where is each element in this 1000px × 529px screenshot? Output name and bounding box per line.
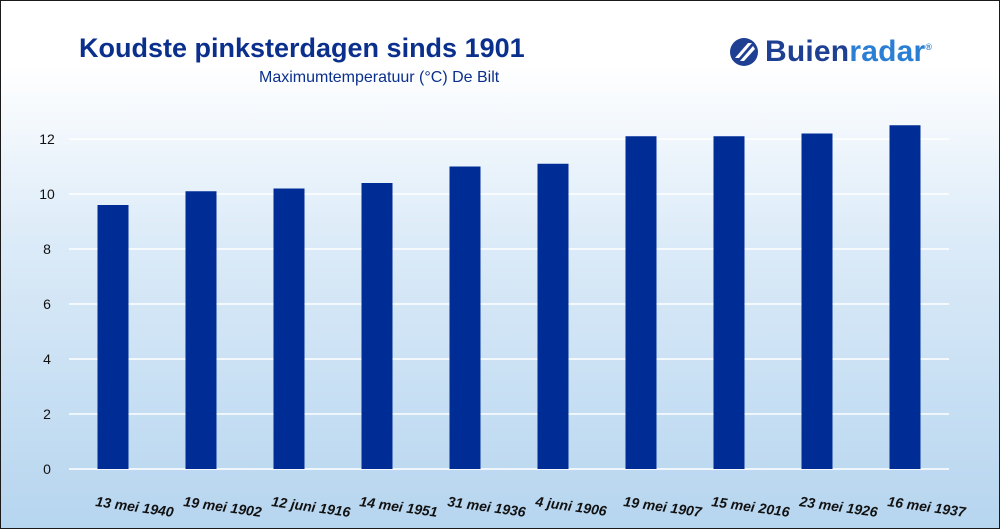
brand-name-part1: Buien	[765, 35, 850, 68]
y-tick-label: 4	[43, 351, 51, 367]
brand-name: Buienradar®	[765, 37, 932, 67]
buienradar-logo: Buienradar®	[729, 37, 932, 67]
x-tick-label: 12 juni 1916	[271, 493, 352, 520]
bar	[537, 163, 569, 469]
x-tick-label: 16 mei 1937	[887, 493, 968, 520]
bar	[185, 191, 217, 469]
x-tick-label: 15 mei 2016	[711, 493, 791, 520]
y-tick-label: 12	[39, 131, 55, 147]
y-tick-label: 10	[39, 186, 55, 202]
x-tick-label: 19 mei 1902	[183, 493, 263, 520]
buienradar-logo-icon	[730, 38, 758, 66]
x-tick-label: 31 mei 1936	[447, 493, 527, 520]
bar	[801, 133, 833, 469]
y-tick-label: 2	[43, 406, 51, 422]
bar	[713, 136, 745, 469]
x-tick-label: 4 juni 1906	[534, 493, 608, 519]
x-tick-label: 14 mei 1951	[359, 493, 439, 520]
bar	[889, 125, 921, 469]
bar	[625, 136, 657, 469]
bar	[273, 188, 305, 469]
x-tick-label: 13 mei 1940	[95, 493, 175, 520]
chart-title: Koudste pinksterdagen sinds 1901	[79, 33, 525, 63]
brand-name-part2: radar	[849, 35, 926, 68]
registered-mark: ®	[925, 42, 933, 52]
bar	[361, 183, 393, 469]
bar	[449, 166, 481, 469]
y-tick-label: 0	[43, 461, 51, 477]
bar	[97, 205, 129, 469]
y-tick-label: 8	[43, 241, 51, 257]
chart-subtitle: Maximumtemperatuur (°C) De Bilt	[259, 69, 500, 86]
x-tick-label: 19 mei 1907	[623, 493, 704, 520]
y-tick-label: 6	[43, 296, 51, 312]
x-tick-label: 23 mei 1926	[798, 493, 879, 520]
